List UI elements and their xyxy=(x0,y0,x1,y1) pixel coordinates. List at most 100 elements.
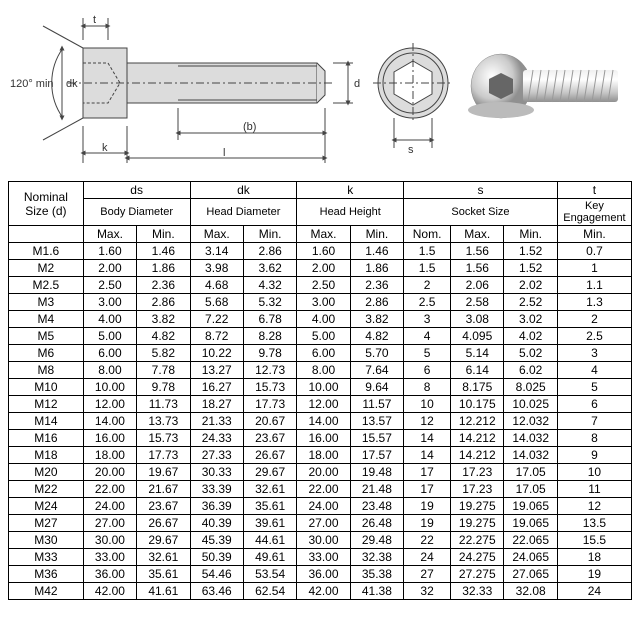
data-cell: 19.48 xyxy=(350,464,403,481)
data-cell: 3.82 xyxy=(137,311,190,328)
data-cell: 42.00 xyxy=(83,583,136,600)
group-label: Body Diameter xyxy=(83,199,190,226)
data-cell: 1.5 xyxy=(404,243,451,260)
data-cell: 32.61 xyxy=(137,549,190,566)
sub-header: Min. xyxy=(243,226,296,243)
data-cell: 8.00 xyxy=(297,362,350,379)
nominal-cell: M8 xyxy=(9,362,84,379)
data-cell: 8.72 xyxy=(190,328,243,345)
data-cell: 6.78 xyxy=(243,311,296,328)
data-cell: 9.78 xyxy=(137,379,190,396)
data-cell: 29.48 xyxy=(350,532,403,549)
nominal-cell: M20 xyxy=(9,464,84,481)
data-cell: 2.36 xyxy=(137,277,190,294)
data-cell: 2.86 xyxy=(137,294,190,311)
data-cell: 26.67 xyxy=(137,515,190,532)
nominal-cell: M42 xyxy=(9,583,84,600)
data-cell: 1.56 xyxy=(451,260,504,277)
data-cell: 3.98 xyxy=(190,260,243,277)
data-cell: 63.46 xyxy=(190,583,243,600)
technical-diagram: 120° min dk t d k l (b) s xyxy=(8,8,628,173)
table-row: M3333.0032.6150.3949.6133.0032.382424.27… xyxy=(9,549,632,566)
data-cell: 30.00 xyxy=(297,532,350,549)
data-cell: 8.28 xyxy=(243,328,296,345)
table-row: M2222.0021.6733.3932.6122.0021.481717.23… xyxy=(9,481,632,498)
data-cell: 21.33 xyxy=(190,413,243,430)
table-row: M1.61.601.463.142.861.601.461.51.561.520… xyxy=(9,243,632,260)
group-sym: t xyxy=(557,182,631,199)
data-cell: 50.39 xyxy=(190,549,243,566)
data-cell: 0.7 xyxy=(557,243,631,260)
data-cell: 14.032 xyxy=(504,430,557,447)
table-row: M55.004.828.728.285.004.8244.0954.022.5 xyxy=(9,328,632,345)
data-cell: 24.00 xyxy=(297,498,350,515)
t-label: t xyxy=(93,14,96,26)
data-cell: 5 xyxy=(557,379,631,396)
s-label: s xyxy=(408,144,414,156)
data-cell: 17.23 xyxy=(451,481,504,498)
data-cell: 8.025 xyxy=(504,379,557,396)
data-cell: 22.065 xyxy=(504,532,557,549)
data-cell: 1.52 xyxy=(504,243,557,260)
data-cell: 1 xyxy=(557,260,631,277)
data-cell: 1.60 xyxy=(297,243,350,260)
data-cell: 2.50 xyxy=(83,277,136,294)
data-cell: 41.61 xyxy=(137,583,190,600)
nominal-cell: M14 xyxy=(9,413,84,430)
data-cell: 2.50 xyxy=(297,277,350,294)
nominal-cell: M2 xyxy=(9,260,84,277)
data-cell: 11 xyxy=(557,481,631,498)
data-cell: 36.00 xyxy=(83,566,136,583)
data-cell: 10.00 xyxy=(297,379,350,396)
data-cell: 21.48 xyxy=(350,481,403,498)
data-cell: 33.39 xyxy=(190,481,243,498)
data-cell: 14.212 xyxy=(451,430,504,447)
nominal-cell: M22 xyxy=(9,481,84,498)
data-cell: 5.82 xyxy=(137,345,190,362)
table-row: M1616.0015.7324.3323.6716.0015.571414.21… xyxy=(9,430,632,447)
data-cell: 3.82 xyxy=(350,311,403,328)
data-cell: 17.73 xyxy=(243,396,296,413)
data-cell: 17.05 xyxy=(504,464,557,481)
nominal-cell: M36 xyxy=(9,566,84,583)
data-cell: 27.33 xyxy=(190,447,243,464)
table-row: M1414.0013.7321.3320.6714.0013.571212.21… xyxy=(9,413,632,430)
data-cell: 1.52 xyxy=(504,260,557,277)
data-cell: 5.70 xyxy=(350,345,403,362)
data-cell: 15.57 xyxy=(350,430,403,447)
data-cell: 24.00 xyxy=(83,498,136,515)
data-cell: 42.00 xyxy=(297,583,350,600)
data-cell: 16.00 xyxy=(83,430,136,447)
data-cell: 6 xyxy=(404,362,451,379)
dimensions-table: Nominal Size (d) dsdkkst Body DiameterHe… xyxy=(8,181,632,600)
data-cell: 41.38 xyxy=(350,583,403,600)
data-cell: 4.82 xyxy=(137,328,190,345)
data-cell: 1.86 xyxy=(350,260,403,277)
data-cell: 12.00 xyxy=(297,396,350,413)
group-label: Socket Size xyxy=(404,199,558,226)
data-cell: 29.67 xyxy=(137,532,190,549)
data-cell: 17 xyxy=(404,464,451,481)
data-cell: 54.46 xyxy=(190,566,243,583)
data-cell: 15.73 xyxy=(243,379,296,396)
data-cell: 21.67 xyxy=(137,481,190,498)
data-cell: 5.32 xyxy=(243,294,296,311)
data-cell: 6.02 xyxy=(504,362,557,379)
data-cell: 9 xyxy=(557,447,631,464)
data-cell: 2.52 xyxy=(504,294,557,311)
table-row: M22.001.863.983.622.001.861.51.561.521 xyxy=(9,260,632,277)
group-label: KeyEngagement xyxy=(557,199,631,226)
sub-header: Min. xyxy=(137,226,190,243)
data-cell: 3 xyxy=(557,345,631,362)
data-cell: 10 xyxy=(557,464,631,481)
data-cell: 10.00 xyxy=(83,379,136,396)
data-cell: 7.78 xyxy=(137,362,190,379)
data-cell: 20.67 xyxy=(243,413,296,430)
data-cell: 6.14 xyxy=(451,362,504,379)
group-sym: k xyxy=(297,182,404,199)
nominal-cell: M6 xyxy=(9,345,84,362)
group-sym: ds xyxy=(83,182,190,199)
table-row: M3030.0029.6745.3944.6130.0029.482222.27… xyxy=(9,532,632,549)
data-cell: 5.00 xyxy=(297,328,350,345)
data-cell: 24.33 xyxy=(190,430,243,447)
